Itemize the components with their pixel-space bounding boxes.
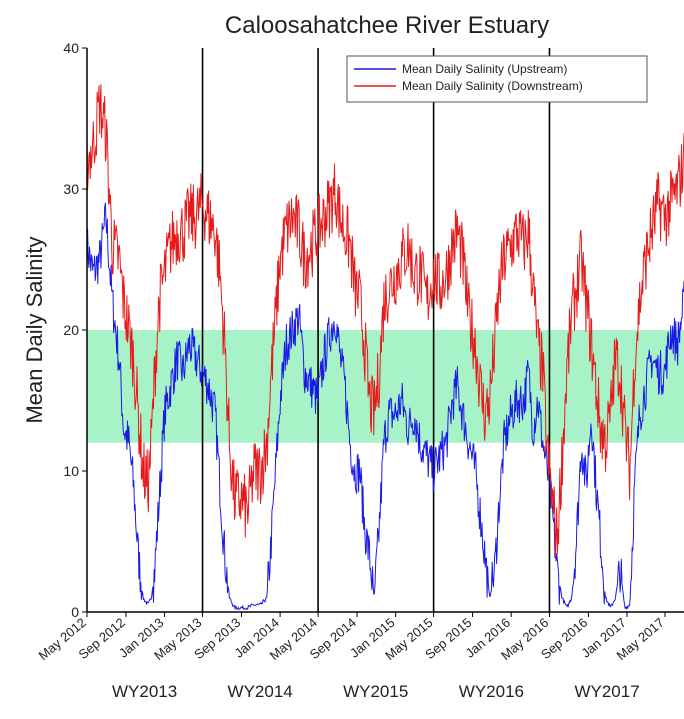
water-year-label: WY2013 — [112, 682, 177, 701]
y-tick-label: 30 — [63, 181, 79, 197]
series-line-downstream — [87, 84, 684, 558]
water-year-label: WY2017 — [574, 682, 639, 701]
legend-box — [346, 55, 648, 103]
legend-label: Mean Daily Salinity (Upstream) — [402, 62, 567, 76]
y-tick-label: 40 — [63, 40, 79, 56]
series-lines — [87, 84, 684, 610]
water-year-label: WY2016 — [459, 682, 524, 701]
y-tick-label: 20 — [63, 322, 79, 338]
y-tick-label: 0 — [71, 604, 79, 620]
legend-label: Mean Daily Salinity (Downstream) — [402, 79, 583, 93]
water-year-label: WY2015 — [343, 682, 408, 701]
y-tick-label: 10 — [63, 463, 79, 479]
chart-title: Caloosahatchee River Estuary — [225, 12, 549, 39]
series-line-upstream — [87, 202, 684, 610]
plot-area — [86, 48, 684, 613]
y-axis-label: Mean Daily Salinity — [22, 236, 47, 423]
y-axis-ticks: 0 10 20 30 40 — [63, 40, 87, 620]
water-year-label: WY2014 — [228, 682, 293, 701]
legend: Mean Daily Salinity (Upstream) Mean Daily… — [346, 55, 648, 103]
water-year-labels: WY2013 WY2014 WY2015 WY2016 WY2017 — [112, 682, 640, 701]
